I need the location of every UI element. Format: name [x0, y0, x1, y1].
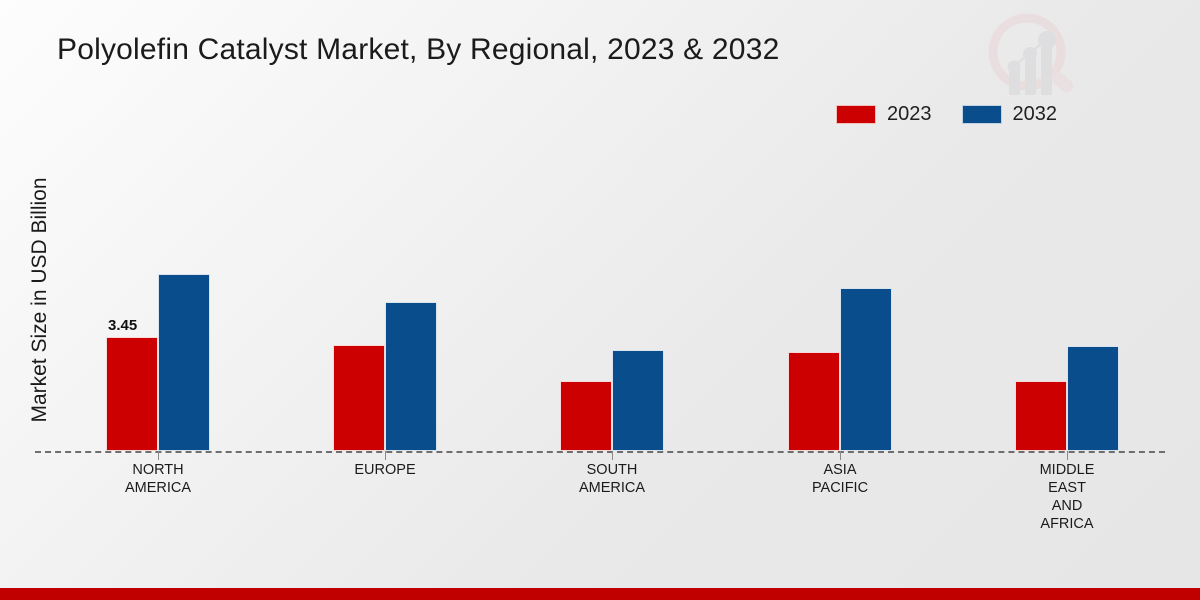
x-axis-label-asia-pacific: ASIA PACIFIC [811, 462, 869, 496]
x-axis-label-middle-east-and-africa: MIDDLE EAST AND AFRICA [1039, 462, 1095, 532]
watermark-logo-icon [988, 13, 1074, 95]
bar-2023-europe[interactable] [333, 345, 385, 451]
bar-2023-north-america[interactable] [106, 337, 158, 451]
bar-value-label: 3.45 [108, 317, 138, 334]
legend-label-2032: 2032 [1012, 103, 1058, 125]
x-axis-tick [385, 451, 386, 460]
legend-label-2023: 2023 [887, 103, 932, 125]
chart-title: Polyolefin Catalyst Market, By Regional,… [57, 33, 780, 66]
x-axis-tick [158, 451, 159, 460]
bar-2032-north-america[interactable] [158, 274, 210, 451]
x-axis-tick [1067, 451, 1068, 460]
bar-2032-europe[interactable] [385, 302, 437, 451]
x-axis-label-north-america: NORTH AMERICA [124, 462, 192, 496]
x-axis-label-south-america: SOUTH AMERICA [578, 462, 646, 496]
x-axis-tick [840, 451, 841, 460]
x-axis-label-europe: EUROPE [354, 462, 416, 478]
legend-item-2032[interactable]: 2032 [961, 103, 1058, 125]
bar-2032-middle-east-and-africa[interactable] [1067, 346, 1119, 451]
legend-swatch-2023 [836, 104, 876, 124]
bar-2023-asia-pacific[interactable] [788, 352, 840, 451]
bar-2032-south-america[interactable] [612, 350, 664, 451]
legend-swatch-2032 [961, 104, 1002, 124]
bar-2032-asia-pacific[interactable] [840, 288, 892, 451]
chart-legend: 2023 2032 [836, 104, 1057, 124]
bar-2023-south-america[interactable] [560, 381, 612, 451]
footer-band [0, 588, 1200, 600]
x-axis-tick [612, 451, 613, 460]
x-axis-baseline [35, 451, 1165, 453]
bar-2023-middle-east-and-africa[interactable] [1015, 381, 1067, 451]
legend-item-2023[interactable]: 2023 [836, 104, 932, 124]
